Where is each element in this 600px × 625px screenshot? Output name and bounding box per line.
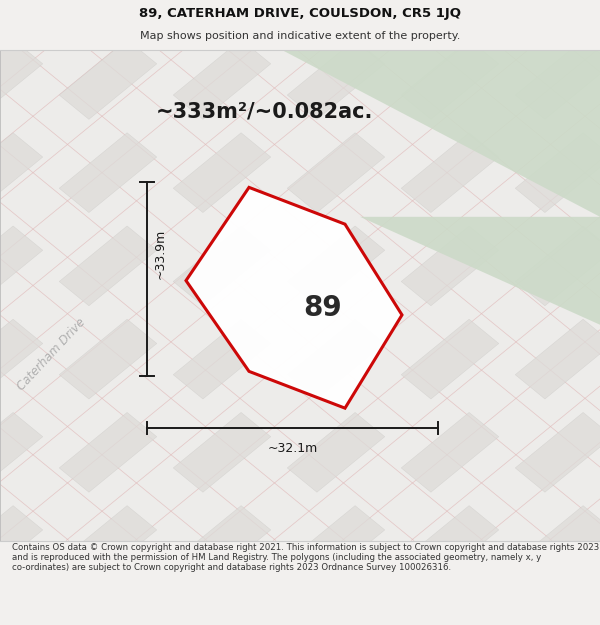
Polygon shape <box>287 39 385 119</box>
Text: Map shows position and indicative extent of the property.: Map shows position and indicative extent… <box>140 31 460 41</box>
Polygon shape <box>59 0 157 26</box>
Polygon shape <box>186 188 402 408</box>
Polygon shape <box>0 319 43 399</box>
Text: ~33.9m: ~33.9m <box>154 229 167 279</box>
Polygon shape <box>401 599 499 625</box>
Text: 89, CATERHAM DRIVE, COULSDON, CR5 1JQ: 89, CATERHAM DRIVE, COULSDON, CR5 1JQ <box>139 8 461 21</box>
Polygon shape <box>59 226 157 306</box>
Polygon shape <box>287 132 385 212</box>
Polygon shape <box>515 412 600 492</box>
Polygon shape <box>173 599 271 625</box>
Polygon shape <box>0 0 43 26</box>
Polygon shape <box>515 132 600 212</box>
Polygon shape <box>59 319 157 399</box>
Polygon shape <box>401 132 499 212</box>
Polygon shape <box>173 0 271 26</box>
Polygon shape <box>287 0 385 26</box>
Text: ~32.1m: ~32.1m <box>268 442 317 456</box>
Polygon shape <box>173 412 271 492</box>
Polygon shape <box>59 412 157 492</box>
Polygon shape <box>401 226 499 306</box>
Polygon shape <box>0 39 43 119</box>
Polygon shape <box>0 599 43 625</box>
Polygon shape <box>0 226 43 306</box>
Polygon shape <box>515 506 600 586</box>
Text: 89: 89 <box>304 294 343 322</box>
Polygon shape <box>0 132 43 212</box>
Polygon shape <box>287 226 385 306</box>
Polygon shape <box>173 506 271 586</box>
Polygon shape <box>515 226 600 306</box>
Polygon shape <box>515 599 600 625</box>
Polygon shape <box>173 319 271 399</box>
Polygon shape <box>287 412 385 492</box>
Polygon shape <box>59 599 157 625</box>
Text: ~333m²/~0.082ac.: ~333m²/~0.082ac. <box>155 101 373 121</box>
Polygon shape <box>287 319 385 399</box>
Polygon shape <box>173 39 271 119</box>
Polygon shape <box>401 0 499 26</box>
Polygon shape <box>360 217 600 325</box>
Polygon shape <box>287 506 385 586</box>
Polygon shape <box>59 506 157 586</box>
Polygon shape <box>0 412 43 492</box>
Polygon shape <box>401 506 499 586</box>
Polygon shape <box>401 319 499 399</box>
Polygon shape <box>515 319 600 399</box>
Polygon shape <box>0 506 43 586</box>
Polygon shape <box>59 132 157 212</box>
Polygon shape <box>173 226 271 306</box>
Polygon shape <box>59 39 157 119</box>
Polygon shape <box>401 412 499 492</box>
Text: Caterham Drive: Caterham Drive <box>14 316 88 393</box>
Polygon shape <box>282 50 600 217</box>
Polygon shape <box>401 39 499 119</box>
Polygon shape <box>515 0 600 26</box>
Polygon shape <box>287 599 385 625</box>
Text: Contains OS data © Crown copyright and database right 2021. This information is : Contains OS data © Crown copyright and d… <box>12 542 599 572</box>
Polygon shape <box>173 132 271 212</box>
Polygon shape <box>515 39 600 119</box>
